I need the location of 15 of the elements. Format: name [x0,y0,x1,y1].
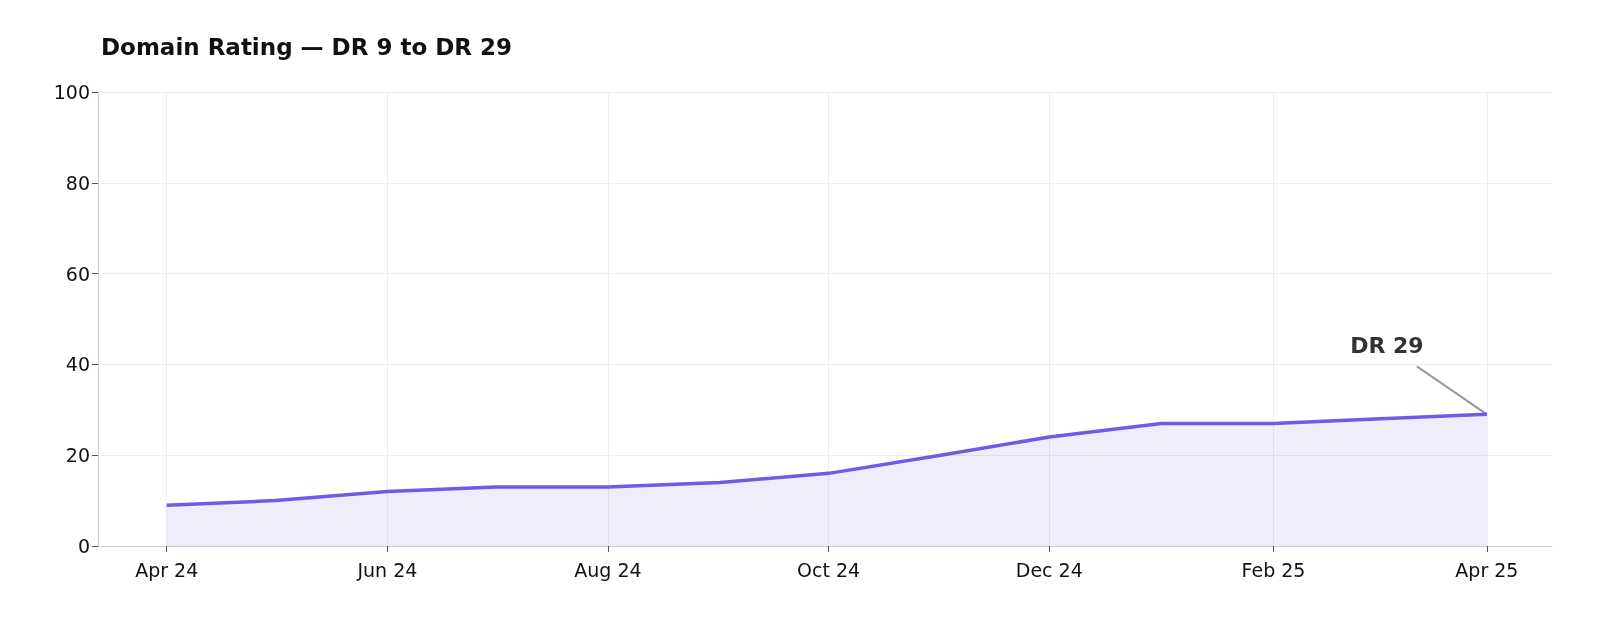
x-tick-label: Feb 25 [1241,558,1306,581]
x-tick-label: Aug 24 [574,558,642,581]
x-tick-label: Apr 25 [1455,558,1519,581]
x-tick-label: Dec 24 [1015,558,1083,581]
x-tick-label: Apr 24 [135,558,199,581]
chart-title: Domain Rating — DR 9 to DR 29 [101,33,513,60]
annotation: DR 29 [1350,332,1424,358]
y-tick-label: 80 [65,171,90,194]
x-tick-label: Oct 24 [797,558,861,581]
y-tick-label: 40 [65,353,90,376]
y-tick-label: 0 [77,535,90,557]
x-tick-label: Jun 24 [356,558,418,581]
y-tick-label: 20 [65,444,90,467]
y-tick-label: 100 [53,81,90,103]
y-tick-label: 60 [65,262,90,285]
